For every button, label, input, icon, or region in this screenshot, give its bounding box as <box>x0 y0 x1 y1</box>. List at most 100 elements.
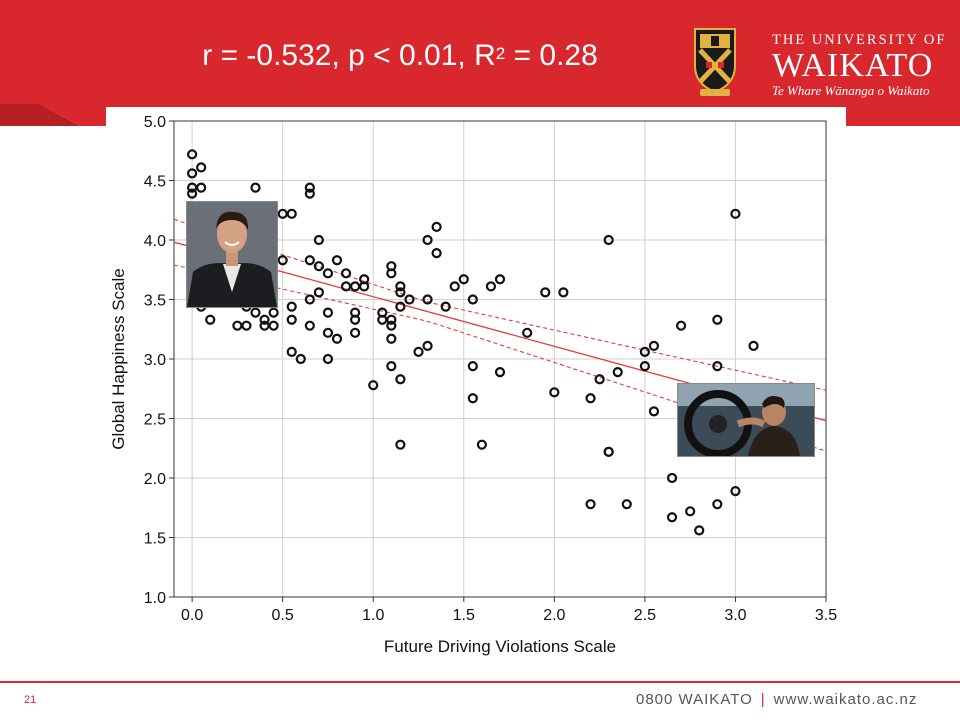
banner-dark-band <box>0 104 80 126</box>
scatter-point <box>268 307 279 318</box>
scatter-point <box>196 182 207 193</box>
scatter-point <box>431 247 442 259</box>
y-axis-ticks: 1.0 1.5 2.0 2.5 3.0 3.5 4.0 4.5 5.0 <box>144 114 174 607</box>
y-tick-label: 5.0 <box>144 114 166 131</box>
scatter-point <box>386 333 397 344</box>
title-suffix: = 0.28 <box>505 39 598 72</box>
scatter-point <box>422 294 433 305</box>
y-tick-label: 3.5 <box>144 293 166 310</box>
scatter-point <box>187 188 198 199</box>
footer-website[interactable]: www.waikato.ac.nz <box>773 691 918 708</box>
scatter-point <box>621 499 632 510</box>
logo-line-maori: Te Whare Wānanga o Waikato <box>772 83 930 98</box>
scatter-point <box>413 346 424 357</box>
scatter-point <box>467 393 478 404</box>
scatter-point <box>748 340 759 352</box>
scatter-point <box>386 361 397 372</box>
scatter-point <box>639 346 650 357</box>
scatter-point <box>304 188 315 199</box>
university-logo: THE UNIVERSITY OF WAIKATO Te Whare Wānan… <box>692 22 952 108</box>
scatter-point <box>304 182 315 193</box>
scatter-point <box>730 485 741 497</box>
x-tick-label: 3.5 <box>815 607 837 624</box>
scatter-point <box>404 294 415 305</box>
y-axis-label: Global Happiness Scale <box>109 268 128 449</box>
scatter-point <box>350 327 361 338</box>
upper-confidence-band <box>174 218 826 391</box>
y-tick-label: 2.0 <box>144 471 166 488</box>
scatter-point <box>313 234 324 246</box>
logo-line-university-of: THE UNIVERSITY OF <box>772 32 947 48</box>
scatter-point <box>259 314 270 325</box>
footer-divider <box>0 681 960 683</box>
scatter-point <box>386 320 397 331</box>
footer-phone: 0800 WAIKATO <box>636 691 753 708</box>
scatter-point <box>494 274 506 285</box>
scatter-point <box>476 439 487 450</box>
scatter-point <box>449 281 460 292</box>
y-tick-label: 2.5 <box>144 412 166 429</box>
scatter-point <box>648 406 660 417</box>
scatter-point <box>639 361 650 372</box>
university-crest-icon <box>694 28 736 96</box>
footer-separator: | <box>760 691 766 708</box>
y-tick-label: 4.0 <box>144 233 166 250</box>
scatter-point <box>467 361 478 372</box>
scatter-point <box>395 374 406 385</box>
scatter-point <box>313 261 324 272</box>
scatter-point <box>648 340 660 352</box>
scatter-point <box>241 320 252 331</box>
scatter-point <box>440 301 451 312</box>
scatter-point <box>558 287 569 298</box>
scatter-point <box>322 268 334 279</box>
scatter-point <box>395 439 406 450</box>
scatter-point <box>549 387 560 398</box>
scatter-point <box>304 255 315 266</box>
scatter-point <box>712 499 723 510</box>
scatter-point <box>603 446 614 457</box>
scatter-point <box>340 268 352 279</box>
scatter-point <box>359 281 370 292</box>
scatter-point <box>612 366 623 378</box>
scatter-point <box>431 221 442 233</box>
scatter-point <box>286 301 297 312</box>
x-tick-label: 1.5 <box>453 607 475 624</box>
scatter-point <box>422 234 433 246</box>
scatter-point <box>603 234 614 246</box>
scatter-point <box>286 208 297 219</box>
scatter-point <box>712 361 723 372</box>
y-tick-label: 1.5 <box>144 531 166 548</box>
scatter-point <box>730 208 741 219</box>
scatter-point <box>467 294 478 305</box>
scatter-point <box>250 307 261 318</box>
scatter-point <box>250 182 261 193</box>
scatter-point <box>395 281 406 292</box>
scatter-point <box>368 380 379 391</box>
x-tick-label: 0.0 <box>181 607 203 624</box>
driver-illustration <box>678 384 814 456</box>
scatter-point <box>494 366 506 378</box>
scatter-point <box>196 162 207 173</box>
scatter-point <box>395 287 406 298</box>
title-superscript: 2 <box>495 44 506 63</box>
page-number: 21 <box>24 694 37 706</box>
x-tick-label: 2.0 <box>543 607 565 624</box>
x-axis-label: Future Driving Violations Scale <box>384 637 616 656</box>
slide-title: r = -0.532, p < 0.01, R2 = 0.28 <box>120 36 680 76</box>
man-in-suit-illustration <box>187 202 277 307</box>
scatter-point <box>187 149 198 160</box>
y-tick-label: 4.5 <box>144 174 166 191</box>
y-tick-label: 3.0 <box>144 352 166 369</box>
scatter-point <box>395 301 406 312</box>
scatter-point <box>676 320 687 331</box>
scatter-point <box>331 333 343 344</box>
scatter-point <box>205 314 216 325</box>
scatter-point <box>322 327 334 338</box>
grid-lines <box>174 120 827 598</box>
x-tick-label: 1.0 <box>362 607 384 624</box>
scatter-point <box>522 327 533 338</box>
scatter-point <box>350 281 361 292</box>
scatter-point <box>694 525 705 536</box>
scatter-point <box>286 346 297 357</box>
scatter-point <box>485 281 497 292</box>
